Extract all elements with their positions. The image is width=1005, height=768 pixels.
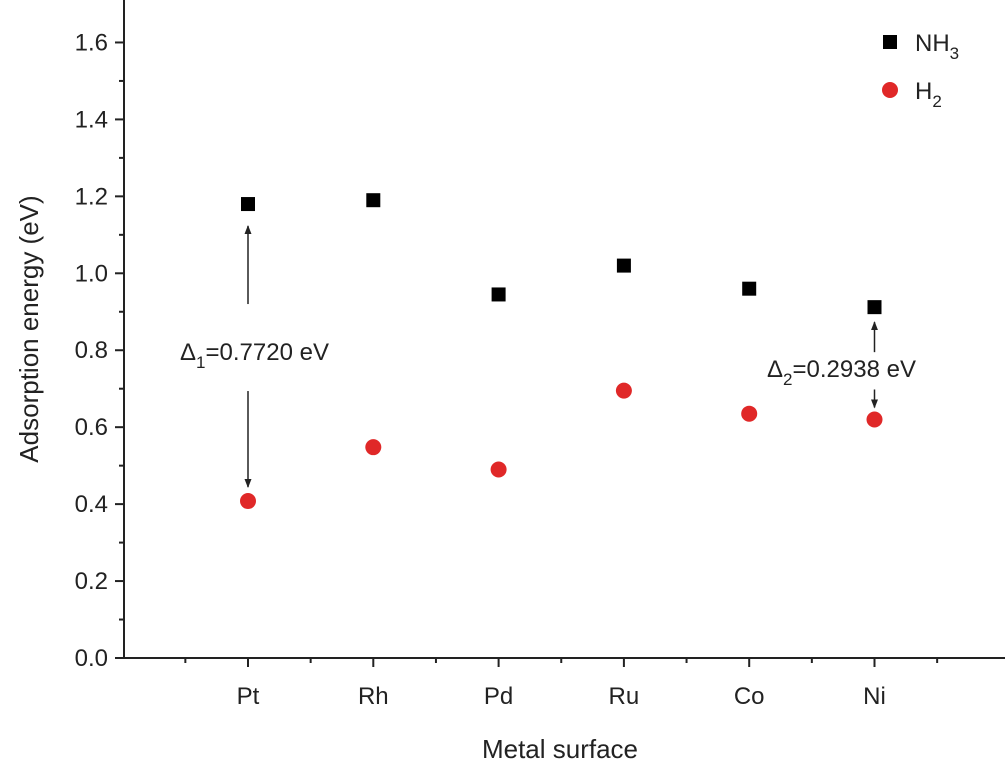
delta2-label: Δ2=0.2938 eV	[767, 356, 916, 389]
x-tick-label: Co	[734, 683, 765, 710]
point-h2-co	[741, 405, 758, 422]
legend-label-subscript: 3	[950, 44, 959, 63]
y-tick-label: 1.2	[75, 183, 108, 210]
x-tick-label: Ni	[863, 683, 886, 710]
delta1-annotation: Δ1=0.7720 eV	[180, 225, 329, 489]
delta2-symbol: Δ	[767, 356, 783, 383]
legend-label-h2: H2	[915, 78, 942, 111]
y-axis-title: Adsorption energy (eV)	[14, 195, 44, 462]
legend-marker-nh3	[883, 35, 897, 49]
delta2-value: =0.2938 eV	[793, 356, 916, 383]
x-tick-label: Pt	[237, 683, 260, 710]
y-tick-label: 0.0	[75, 645, 108, 672]
point-nh3-rh	[366, 193, 381, 208]
legend-label-base: H	[915, 78, 932, 105]
y-tick-label: 1.4	[75, 106, 108, 133]
x-tick-label: Rh	[358, 683, 389, 710]
x-tick-label: Ru	[609, 683, 640, 710]
point-h2-pd	[490, 461, 507, 478]
legend-label-subscript: 2	[932, 92, 941, 111]
y-tick-label: 0.4	[75, 491, 108, 518]
axes: 0.0 0.2 0.4 0.6 0.8 1.0 1.2 1.4 1.6 Pt Rh Pd Ru Co Ni M…	[14, 0, 1005, 764]
delta2-subscript: 2	[783, 370, 792, 389]
legend-label-base: NH	[915, 30, 950, 57]
delta1-label: Δ1=0.7720 eV	[180, 339, 329, 372]
legend-label-nh3: NH3	[915, 30, 959, 63]
point-nh3-ni	[867, 300, 882, 315]
x-tick-label: Pd	[484, 683, 513, 710]
point-h2-ru	[615, 382, 632, 399]
point-nh3-pt	[241, 197, 255, 212]
y-tick-label: 0.6	[75, 414, 108, 441]
point-nh3-ru	[616, 258, 631, 273]
delta1-symbol: Δ	[180, 339, 196, 366]
y-tick-label: 0.8	[75, 337, 108, 364]
y-tick-label: 1.0	[75, 260, 108, 287]
point-nh3-co	[742, 281, 757, 296]
point-nh3-pd	[491, 287, 506, 302]
legend-marker-h2	[882, 82, 898, 98]
x-axis-title: Metal surface	[482, 734, 638, 764]
point-h2-ni	[866, 411, 883, 428]
delta2-annotation: Δ2=0.2938 eV	[767, 321, 916, 409]
delta1-value: =0.7720 eV	[206, 339, 329, 366]
delta1-subscript: 1	[196, 353, 205, 372]
data-marks	[240, 193, 883, 510]
y-tick-label: 0.2	[75, 568, 108, 595]
y-tick-label: 1.6	[75, 29, 108, 56]
point-h2-pt	[240, 493, 256, 510]
point-h2-rh	[365, 439, 382, 456]
